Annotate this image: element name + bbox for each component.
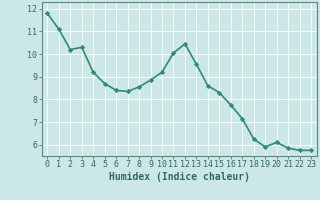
X-axis label: Humidex (Indice chaleur): Humidex (Indice chaleur) [109,172,250,182]
